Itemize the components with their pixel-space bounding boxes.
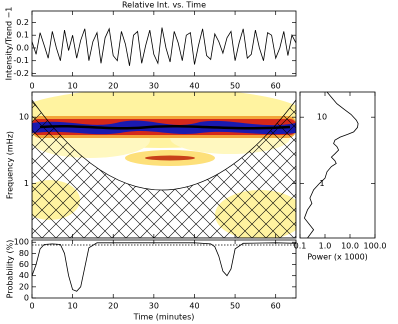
y-tick-label: -0.2 xyxy=(13,69,29,78)
y-tick-label: 0.1 xyxy=(16,31,29,40)
x-tick-label: 30 xyxy=(149,82,159,91)
x-tick-label: 40 xyxy=(189,82,199,91)
x-tick-label: 40 xyxy=(189,302,199,311)
power-line xyxy=(303,91,359,239)
x-tick-label: 60 xyxy=(271,82,281,91)
y-axis-label: Frequency (mHz) xyxy=(6,131,15,199)
panel-frame xyxy=(31,10,297,77)
y-axis-label: Probability (%) xyxy=(6,240,15,299)
y-tick-label: 20 xyxy=(19,282,29,291)
x-tick-label: 1.0 xyxy=(319,242,332,251)
x-tick-label: 50 xyxy=(230,302,240,311)
wavelet-image xyxy=(32,92,296,238)
y-tick-label: 10 xyxy=(317,113,327,122)
panel-frame xyxy=(299,91,376,239)
x-tick-label: 50 xyxy=(230,82,240,91)
y-tick-label: -0.1 xyxy=(13,56,29,65)
y-tick-label: 10 xyxy=(19,113,29,122)
x-tick-label: 10.0 xyxy=(341,242,359,251)
y-tick-label: 40 xyxy=(19,271,29,280)
y-tick-label: 0.0 xyxy=(16,43,29,52)
x-tick-label: 20 xyxy=(108,302,118,311)
x-tick-label: 0.1 xyxy=(294,242,307,251)
data-line xyxy=(31,242,297,292)
x-axis-label: Power (x 1000) xyxy=(307,253,368,262)
x-tick-label: 0 xyxy=(29,302,34,311)
data-line xyxy=(31,27,297,66)
y-tick-label: 60 xyxy=(19,260,29,269)
x-tick-label: 10 xyxy=(68,82,78,91)
x-tick-label: 100.0 xyxy=(364,242,387,251)
x-tick-label: 30 xyxy=(149,302,159,311)
y-tick-label: 80 xyxy=(19,249,29,258)
y-axis-label: Intensity/Trend −1 xyxy=(5,7,14,81)
x-tick-label: 0 xyxy=(29,82,34,91)
panel-frame xyxy=(31,239,297,299)
y-tick-label: 1 xyxy=(319,179,324,188)
y-tick-label: 1 xyxy=(24,179,29,188)
y-tick-label: 0 xyxy=(24,294,29,303)
x-tick-label: 20 xyxy=(108,82,118,91)
panel-frame xyxy=(31,91,297,239)
x-tick-label: 60 xyxy=(271,302,281,311)
chart-title: Relative Int. vs. Time xyxy=(122,1,206,10)
x-axis-label: Time (minutes) xyxy=(133,313,195,322)
y-tick-label: 0.2 xyxy=(16,18,29,27)
x-tick-label: 10 xyxy=(68,302,78,311)
y-tick-label: 100 xyxy=(14,238,29,247)
